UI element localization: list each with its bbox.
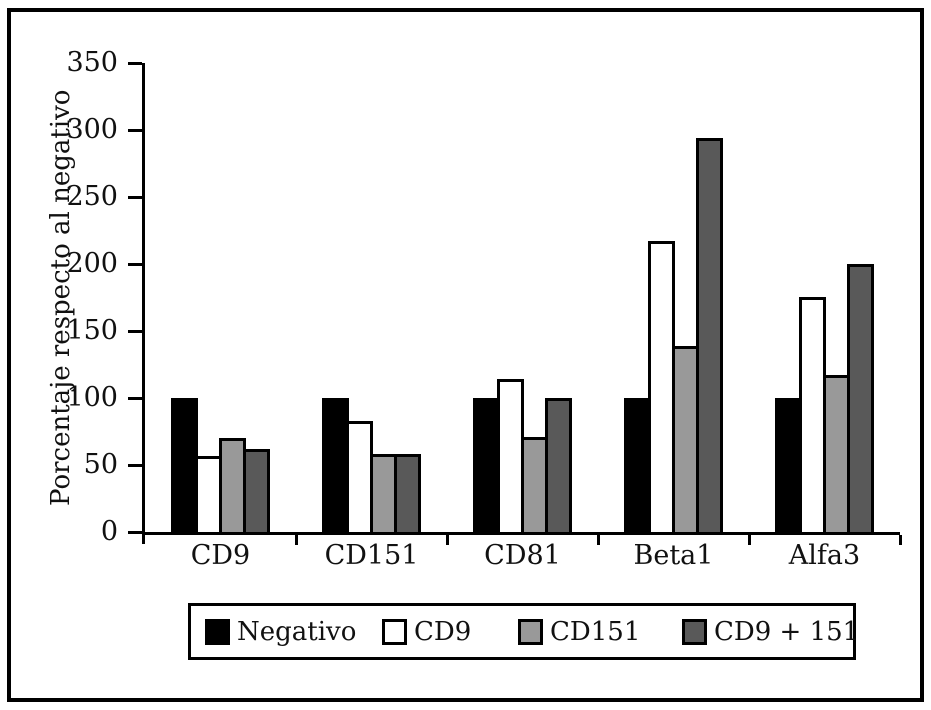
legend-item-negativo: Negativo	[205, 617, 356, 647]
bar-cd151-cd151	[370, 454, 397, 532]
y-tick-label: 350	[66, 47, 118, 78]
category-label: CD151	[324, 540, 419, 571]
bar-cd151-alfa3	[823, 375, 850, 532]
bar-cd9-cd9	[195, 456, 222, 532]
bar-cd9-cd151	[346, 421, 373, 532]
y-axis-tick	[128, 329, 142, 333]
legend-item-cd9-151: CD9 + 151	[682, 617, 859, 647]
y-axis-tick	[128, 61, 142, 65]
chart-frame	[7, 8, 924, 702]
y-tick-label: 50	[83, 449, 118, 480]
bar-cd9-151-beta1	[696, 138, 723, 532]
plot-area: 0 50 100 150 200 250 300 350 CD9 CD151 CD81 Beta1 Al…	[66, 48, 902, 571]
legend-label: Negativo	[237, 616, 357, 647]
y-axis-tick	[128, 262, 142, 266]
legend-swatch-cd9	[382, 618, 407, 645]
bar-negativo-beta1	[624, 398, 651, 532]
bar-cd9-beta1	[648, 241, 675, 532]
legend-label: CD9	[414, 616, 472, 647]
x-axis-tick	[747, 535, 751, 545]
category-label: Beta1	[633, 540, 714, 571]
bar-cd151-beta1	[672, 346, 699, 532]
bar-cd9-alfa3	[799, 297, 826, 532]
y-tick-label: 300	[66, 114, 118, 145]
legend-swatch-cd151	[518, 618, 543, 645]
y-axis-tick	[128, 530, 142, 534]
category-label: CD81	[484, 540, 561, 571]
x-axis	[142, 532, 900, 535]
legend-item-cd9: CD9	[382, 617, 471, 647]
y-axis	[142, 63, 145, 544]
bar-negativo-cd151	[322, 398, 349, 532]
bar-negativo-cd81	[473, 398, 500, 532]
category-label: Alfa3	[788, 540, 861, 571]
legend-swatch-negativo	[205, 618, 230, 645]
bar-cd151-cd9	[219, 438, 246, 532]
category-label: CD9	[190, 540, 251, 571]
y-axis-tick	[128, 463, 142, 467]
legend-label: CD151	[550, 616, 641, 647]
bar-negativo-alfa3	[775, 398, 802, 532]
x-axis-tick	[596, 535, 600, 545]
bar-negativo-cd9	[171, 398, 198, 532]
y-axis-tick	[128, 128, 142, 132]
y-tick-label: 150	[66, 315, 118, 346]
legend: Negativo CD9 CD151 CD9 + 151	[188, 603, 859, 660]
y-tick-label: 200	[66, 248, 118, 279]
bar-cd151-cd81	[521, 437, 548, 532]
y-tick-label: 0	[100, 516, 118, 547]
legend-swatch-cd9-151	[682, 618, 707, 645]
y-tick-label: 250	[66, 181, 118, 212]
bar-cd9-151-cd151	[394, 454, 421, 532]
legend-label: CD9 + 151	[714, 616, 860, 647]
y-axis-tick	[128, 195, 142, 199]
bar-cd9-cd81	[497, 379, 524, 532]
x-axis-tick	[294, 535, 298, 545]
x-axis-tick	[898, 535, 902, 545]
y-tick-label: 100	[66, 382, 118, 413]
y-axis-tick	[128, 396, 142, 400]
legend-item-cd151: CD151	[518, 617, 640, 647]
bar-cd9-151-cd9	[243, 449, 270, 532]
bar-cd9-151-alfa3	[847, 264, 874, 532]
x-axis-tick	[445, 535, 449, 545]
bar-cd9-151-cd81	[545, 398, 572, 532]
